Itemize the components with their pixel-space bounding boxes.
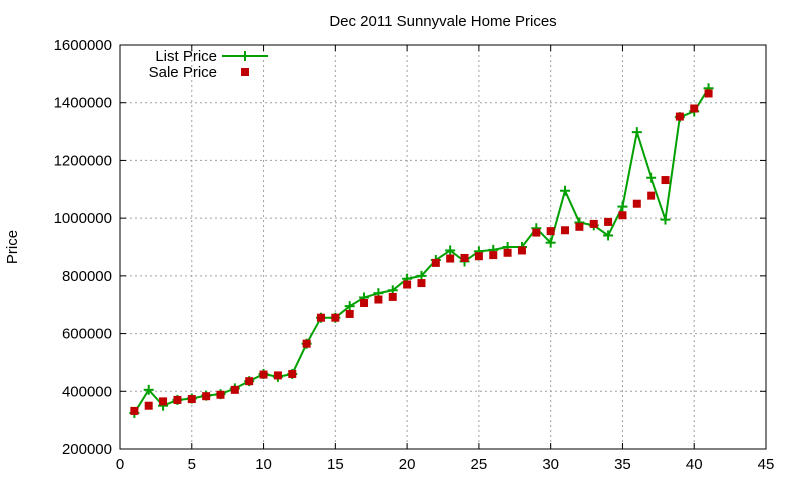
sale-price-point [604, 217, 613, 226]
list-price-point [660, 214, 671, 225]
sale-price-point [417, 279, 426, 288]
legend-swatch-marker [240, 51, 250, 61]
sale-price-point [575, 222, 584, 231]
series-sale-price [130, 89, 713, 415]
sale-price-point [130, 406, 139, 415]
y-tick-label: 800000 [62, 268, 112, 285]
sale-price-point [345, 309, 354, 318]
sale-price-point [144, 401, 153, 410]
sale-price-point [460, 253, 469, 262]
x-tick-label: 25 [471, 456, 488, 473]
x-tick-label: 30 [542, 456, 559, 473]
sale-price-point [273, 371, 282, 380]
x-tick-label: 10 [255, 456, 272, 473]
y-tick-label: 400000 [62, 383, 112, 400]
sale-price-point [187, 395, 196, 404]
y-tick-label: 1200000 [54, 152, 112, 169]
x-tick-label: 40 [686, 456, 703, 473]
series-list-price [129, 83, 714, 418]
sale-price-point [431, 258, 440, 267]
y-tick-label: 200000 [62, 441, 112, 458]
sale-price-point [632, 199, 641, 208]
sale-price-point [647, 191, 656, 200]
list-price-point [143, 384, 154, 395]
axis-ticks [119, 44, 767, 450]
y-tick-label: 1400000 [54, 95, 112, 112]
sale-price-point [374, 295, 383, 304]
x-tick-label: 0 [116, 456, 124, 473]
legend-label: List Price [155, 48, 217, 65]
list-price-point [631, 127, 642, 138]
sale-price-point [360, 298, 369, 307]
chart-title: Dec 2011 Sunnyvale Home Prices [329, 13, 556, 30]
x-tick-label: 5 [188, 456, 196, 473]
sale-price-point [517, 246, 526, 255]
sale-price-point [489, 251, 498, 260]
sale-price-point [661, 176, 670, 185]
sale-price-point [474, 252, 483, 261]
sale-price-point [503, 248, 512, 257]
list-price-point [603, 230, 614, 241]
sale-price-point [403, 280, 412, 289]
sale-price-point [173, 395, 182, 404]
list-price-point [646, 172, 657, 183]
sale-price-point [288, 369, 297, 378]
sale-price-point [561, 226, 570, 235]
list-price-point [545, 237, 556, 248]
plot-frame [119, 44, 767, 450]
x-tick-label: 15 [327, 456, 344, 473]
sale-price-point [690, 104, 699, 113]
tick-labels: 0 5 10 15 20 25 30 35 40 45 200000 400000 600000 8000… [54, 37, 775, 473]
y-tick-label: 1000000 [54, 210, 112, 227]
list-price-point [344, 301, 355, 312]
sale-price-point [230, 385, 239, 394]
y-tick-label: 600000 [62, 326, 112, 343]
series [129, 83, 714, 418]
sale-price-point [331, 313, 340, 322]
sale-price-point [532, 228, 541, 237]
sale-price-point [446, 254, 455, 263]
legend-label: Sale Price [149, 64, 217, 81]
sale-price-point [589, 219, 598, 228]
sale-price-point [704, 89, 713, 98]
y-tick-label: 1600000 [54, 37, 112, 54]
sale-price-point [159, 397, 168, 406]
legend-swatch-marker [241, 68, 249, 76]
sale-price-point [216, 390, 225, 399]
sale-price-point [316, 313, 325, 322]
sale-price-point [546, 227, 555, 236]
sale-price-point [302, 339, 311, 348]
sale-price-point [618, 211, 627, 220]
y-axis-label: Price [4, 230, 21, 264]
sale-price-point [245, 377, 254, 386]
sale-price-point [675, 112, 684, 121]
grid-lines [120, 45, 766, 449]
list-price-point [560, 185, 571, 196]
list-price-point [617, 201, 628, 212]
sale-price-point [202, 392, 211, 401]
x-tick-label: 35 [614, 456, 631, 473]
list-price-point [445, 245, 456, 256]
sale-price-point [388, 292, 397, 301]
x-tick-label: 20 [399, 456, 416, 473]
sale-price-point [259, 370, 268, 379]
x-tick-label: 45 [758, 456, 775, 473]
